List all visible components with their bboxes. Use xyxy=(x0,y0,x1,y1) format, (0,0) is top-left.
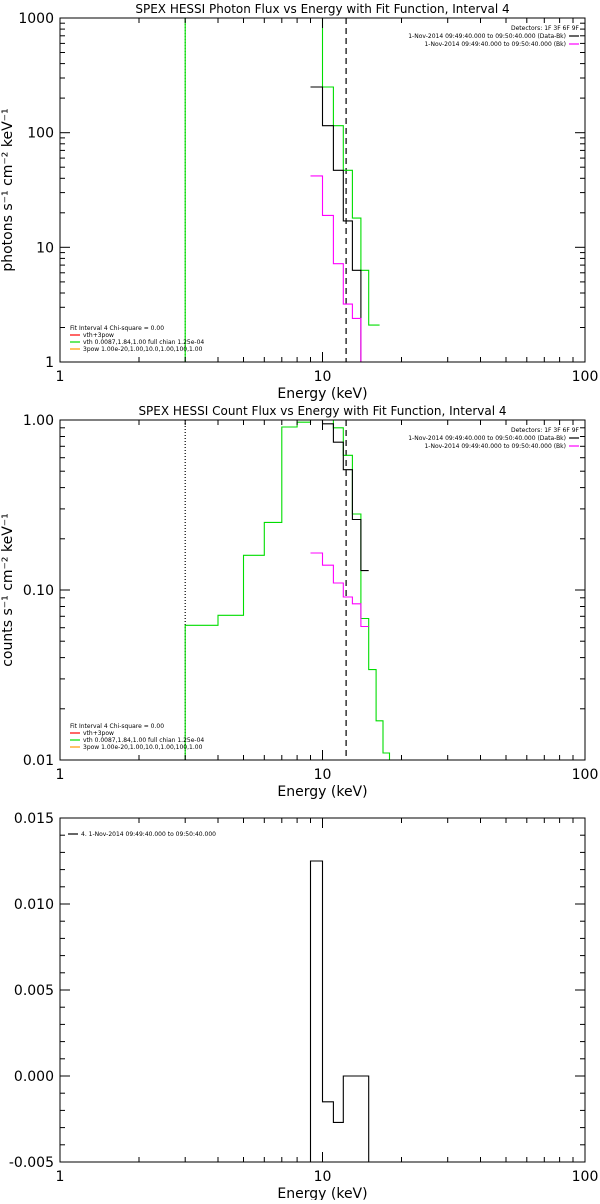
y-tick-label: 0.010 xyxy=(14,897,54,913)
y-tick-label: 0.10 xyxy=(23,583,54,599)
series-1-line xyxy=(184,420,402,760)
x-tick-label: 10 xyxy=(314,1169,332,1185)
fit-legend-label-1: vth+3pow xyxy=(83,730,114,737)
y-tick-label: 100 xyxy=(27,126,54,142)
x-tick-label: 10 xyxy=(314,369,332,385)
x-tick-label: 100 xyxy=(572,1169,599,1185)
legend-label-2: 1-Nov-2014 09:49:40.000 to 09:50:40.000 … xyxy=(424,41,566,48)
fit-legend-label-2: vth 0.0087,1.84,1.00 full chian 1.25e-04 xyxy=(83,339,204,346)
y-tick-label: 0.000 xyxy=(14,1069,54,1085)
y-axis-label: photons s⁻¹ cm⁻² keV⁻¹ xyxy=(0,108,16,271)
y-tick-label: -0.005 xyxy=(9,1155,54,1171)
series-3-line xyxy=(310,175,369,362)
legend-header: Detectors: 1F 3F 6F 9F xyxy=(511,25,580,32)
y-axis-label: counts s⁻¹ cm⁻² keV⁻¹ xyxy=(0,513,16,667)
x-tick-label: 100 xyxy=(572,369,599,385)
chart-title: SPEX HESSI Count Flux vs Energy with Fit… xyxy=(138,404,506,418)
x-tick-label: 1 xyxy=(56,767,65,783)
fit-legend-label-1: vth+3pow xyxy=(83,332,114,339)
y-tick-label: 1 xyxy=(45,355,54,371)
series-1-line xyxy=(184,18,380,362)
x-tick-label: 100 xyxy=(572,767,599,783)
fit-legend-label-3: 3pow 1.00e-20,1.00,10.0,1.00,100,1.00 xyxy=(83,346,203,353)
chart-panel-3: 1 10 100 -0.005 0.000 0.005 0.010 0.015 Energy (… xyxy=(9,811,599,1202)
x-axis-label: Energy (keV) xyxy=(277,1186,367,1200)
legend-header: Detectors: 1F 3F 6F 9F xyxy=(511,427,580,434)
x-tick-label: 10 xyxy=(314,767,332,783)
chart-title: SPEX HESSI Photon Flux vs Energy with Fi… xyxy=(135,2,509,16)
x-axis-label: Energy (keV) xyxy=(277,784,367,800)
chart-panel-2: SPEX HESSI Count Flux vs Energy with Fit… xyxy=(0,404,599,800)
fit-legend-header: Fit Interval 4 Chi-square = 0.00 xyxy=(70,723,164,730)
series-2-line xyxy=(310,86,369,362)
y-tick-label: 0.005 xyxy=(14,983,54,999)
series-1-line xyxy=(309,860,370,1162)
series-2-line xyxy=(310,420,369,572)
y-tick-label: 1000 xyxy=(18,11,54,27)
fit-legend-label-3: 3pow 1.00e-20,1.00,10.0,1.00,100,1.00 xyxy=(83,744,203,751)
legend-label-1: 1-Nov-2014 09:49:40.000 to 09:50:40.000 … xyxy=(408,435,566,442)
plot-frame xyxy=(59,419,586,761)
fit-legend-label-2: vth 0.0087,1.84,1.00 full chian 1.25e-04 xyxy=(83,737,204,744)
y-tick-label: 10 xyxy=(36,240,54,256)
chart-panel-1: SPEX HESSI Photon Flux vs Energy with Fi… xyxy=(0,2,598,402)
y-tick-label: 0.015 xyxy=(14,811,54,827)
y-tick-label: 0.01 xyxy=(23,753,54,769)
legend-label-1: 1-Nov-2014 09:49:40.000 to 09:50:40.000 … xyxy=(408,33,566,40)
legend-label-1: 4. 1-Nov-2014 09:49:40.000 to 09:50:40.0… xyxy=(81,831,216,838)
series-3-line xyxy=(310,552,369,628)
y-tick-label: 1.00 xyxy=(23,413,54,429)
legend-label-2: 1-Nov-2014 09:49:40.000 to 09:50:40.000 … xyxy=(424,443,566,450)
x-tick-label: 1 xyxy=(56,1169,65,1185)
fit-legend-header: Fit Interval 4 Chi-square = 0.00 xyxy=(70,325,164,332)
x-axis-label: Energy (keV) xyxy=(277,386,367,402)
x-tick-label: 1 xyxy=(56,369,65,385)
